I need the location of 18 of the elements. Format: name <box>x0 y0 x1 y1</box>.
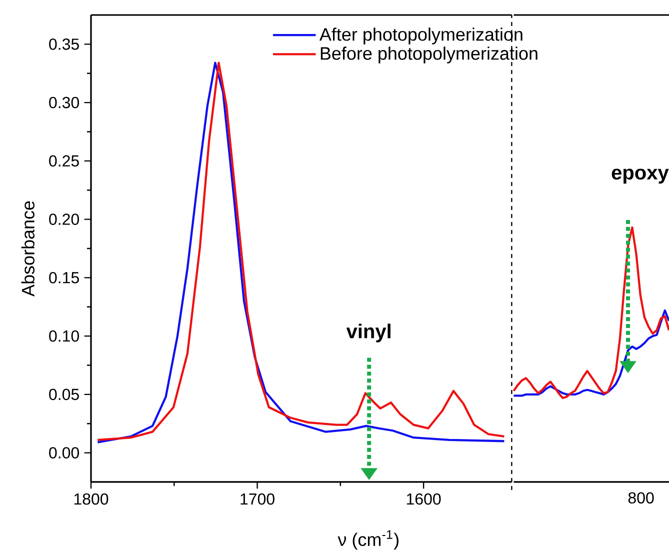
text: 800 <box>628 492 654 504</box>
y-tick-label: 0.20 <box>49 214 79 225</box>
y-tick-label: 0.05 <box>49 388 79 400</box>
y-tick-label: 0.10 <box>49 330 79 342</box>
text: epoxy <box>612 168 669 184</box>
x-tick-label: 1700 <box>240 493 274 505</box>
y-tick-label: 0.00 <box>49 447 79 458</box>
y-tick-label: 0.35 <box>49 38 79 50</box>
x-tick-label: 1800 <box>74 493 108 505</box>
y-axis-title: Absorbance <box>21 201 34 296</box>
x-tick-label: 1600 <box>406 493 441 505</box>
legend-label: Before photopolymerization <box>320 46 538 64</box>
annotation: vinyl <box>346 324 390 342</box>
y-tick-label: 0.25 <box>49 155 79 167</box>
x-axis-title: ν (cm$^{-1}$) <box>338 530 398 550</box>
y-tick-label: 0.30 <box>49 96 79 108</box>
legend-label: After photopolymerization <box>319 28 522 44</box>
y-tick-label: 0.15 <box>49 272 79 284</box>
